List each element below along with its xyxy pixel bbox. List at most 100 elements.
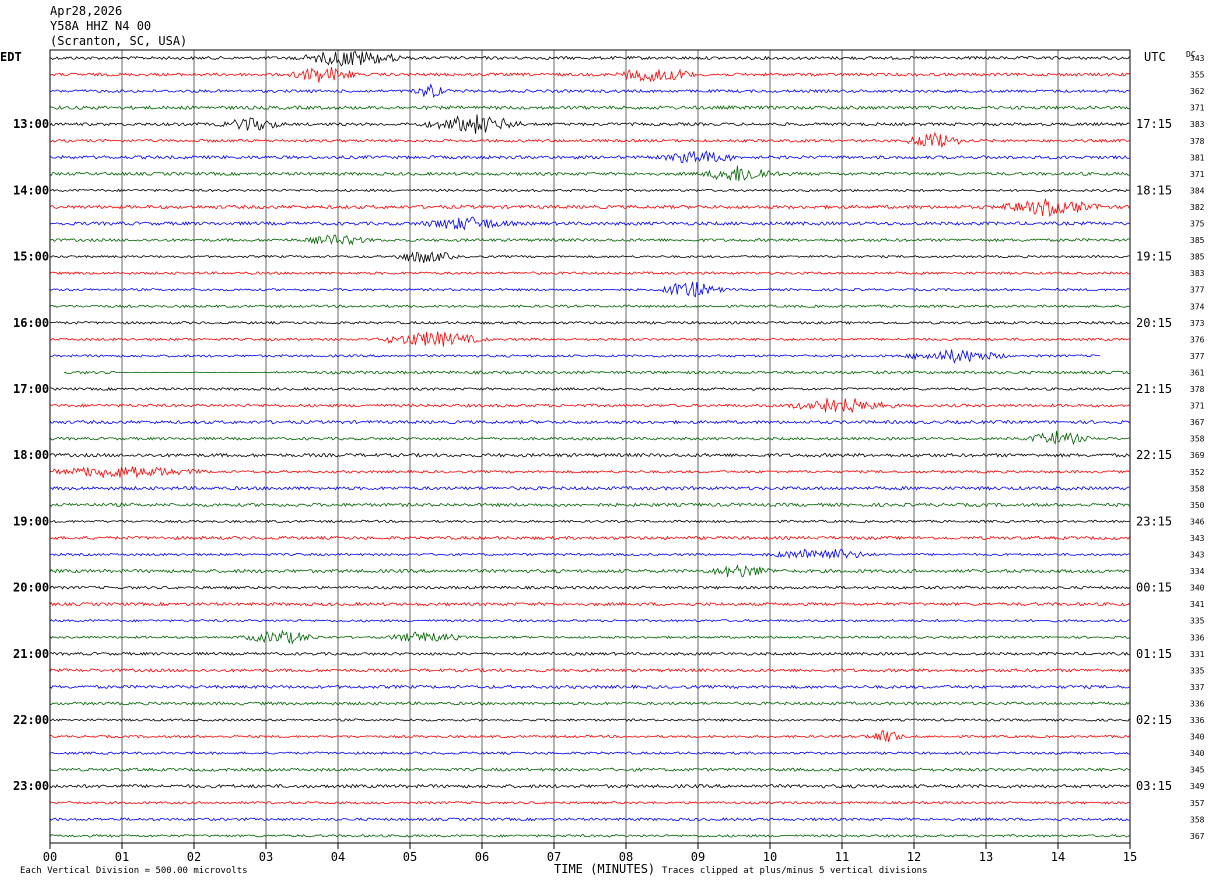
x-tick-label: 05 [403, 850, 417, 864]
seismic-trace [49, 800, 1130, 805]
seismic-trace [63, 370, 1130, 375]
dc-offset-label: 343 [1190, 534, 1205, 543]
dc-offset-label: 336 [1190, 633, 1205, 642]
plot-date: Apr28,2026 [50, 4, 123, 18]
edt-hour-label: 19:00 [13, 514, 49, 528]
seismic-trace [49, 502, 1130, 508]
dc-offset-label: 371 [1190, 402, 1205, 411]
seismic-trace [49, 165, 1130, 182]
dc-offset-label: 340 [1190, 584, 1205, 593]
seismic-trace [49, 767, 1130, 772]
dc-offset-label: 383 [1190, 269, 1205, 278]
utc-hour-label: 18:15 [1136, 183, 1172, 197]
scale-note: Each Vertical Division = 500.00 microvol… [20, 866, 248, 876]
dc-offset-label: 336 [1190, 716, 1205, 725]
seismic-trace [49, 618, 1130, 623]
seismic-trace [49, 629, 1130, 645]
seismic-trace [49, 83, 1130, 98]
seismic-trace [49, 651, 1130, 656]
dc-offset-label: 335 [1190, 666, 1205, 675]
seismic-trace [49, 519, 1130, 524]
dc-offset-label: 355 [1190, 71, 1205, 80]
edt-hour-label: 20:00 [13, 581, 49, 595]
seismic-trace [49, 684, 1130, 690]
dc-offset-label: 357 [1190, 799, 1205, 808]
seismic-trace [49, 114, 1130, 134]
seismic-trace [49, 216, 1130, 231]
edt-hour-label: 16:00 [13, 316, 49, 330]
x-tick-label: 08 [619, 850, 633, 864]
seismic-trace [49, 271, 1130, 276]
dc-offset-label: 377 [1190, 352, 1205, 361]
dc-offset-label: 383 [1190, 120, 1205, 129]
seismic-trace [49, 419, 1130, 425]
x-tick-label: 12 [907, 850, 921, 864]
edt-hour-label: 17:00 [13, 382, 49, 396]
seismic-trace [49, 67, 1130, 83]
utc-hour-label: 02:15 [1136, 713, 1172, 727]
dc-offset-label: 343 [1190, 54, 1205, 63]
dc-offset-label: 331 [1190, 650, 1205, 659]
dc-offset-label: 381 [1190, 153, 1205, 162]
dc-offset-label: 375 [1190, 220, 1205, 229]
seismic-trace [49, 281, 1130, 298]
x-tick-label: 00 [43, 850, 57, 864]
seismic-trace [49, 564, 1130, 578]
seismic-trace [49, 535, 1130, 541]
seismic-trace [49, 833, 1130, 838]
seismic-trace [49, 398, 1130, 413]
utc-hour-label: 00:15 [1136, 581, 1172, 595]
utc-hour-label: 21:15 [1136, 382, 1172, 396]
x-axis-label: TIME (MINUTES) [554, 862, 655, 876]
dc-offset-label: 373 [1190, 319, 1205, 328]
left-axis-label: EDT [0, 50, 22, 64]
x-tick-label: 01 [115, 850, 129, 864]
utc-hour-label: 23:15 [1136, 514, 1172, 528]
edt-hour-label: 14:00 [13, 183, 49, 197]
dc-offset-label: 352 [1190, 468, 1205, 477]
dc-offset-label: 371 [1190, 170, 1205, 179]
dc-offset-label: 377 [1190, 286, 1205, 295]
dc-offset-label: 369 [1190, 451, 1205, 460]
seismic-trace [49, 348, 1101, 364]
seismic-trace [49, 485, 1130, 491]
seismic-traces [49, 50, 1130, 838]
x-tick-label: 13 [979, 850, 993, 864]
edt-hour-label: 18:00 [13, 448, 49, 462]
seismic-trace [49, 320, 1130, 325]
dc-offset-label: 384 [1190, 186, 1205, 195]
utc-hour-label: 01:15 [1136, 647, 1172, 661]
edt-hour-label: 13:00 [13, 117, 49, 131]
dc-offset-label: 343 [1190, 551, 1205, 560]
dc-offset-label: 378 [1190, 385, 1205, 394]
seismic-trace [49, 751, 1130, 756]
utc-hour-label: 03:15 [1136, 779, 1172, 793]
station-id: Y58A HHZ N4 00 [50, 19, 152, 33]
utc-hour-label: 19:15 [1136, 250, 1172, 264]
dc-offset-label: 345 [1190, 766, 1205, 775]
seismic-trace [49, 718, 1130, 722]
dc-offset-label: 367 [1190, 418, 1205, 427]
dc-offset-label: 340 [1190, 749, 1205, 758]
utc-hour-label: 22:15 [1136, 448, 1172, 462]
dc-offset-label: 350 [1190, 501, 1205, 510]
dc-offset-label: 358 [1190, 815, 1205, 824]
edt-hour-label: 23:00 [13, 779, 49, 793]
plot-axes: 00 01 02 03 04 05 06 07 08 09 10 11 12 13 14 15 13:00 17:… [13, 54, 1205, 864]
dc-offset-label: 340 [1190, 733, 1205, 742]
x-tick-label: 11 [835, 850, 849, 864]
seismic-trace [50, 234, 1130, 246]
dc-offset-label: 385 [1190, 236, 1205, 245]
dc-offset-label: 361 [1190, 368, 1205, 377]
seismic-trace [49, 701, 1130, 706]
edt-hour-label: 15:00 [13, 250, 49, 264]
seismic-trace [49, 729, 1130, 743]
dc-offset-label: 335 [1190, 617, 1205, 626]
seismic-trace [49, 131, 1130, 148]
dc-offset-label: 336 [1190, 699, 1205, 708]
dc-offset-label: 376 [1190, 335, 1205, 344]
seismic-trace [49, 251, 1130, 264]
dc-offset-label: 346 [1190, 517, 1205, 526]
dc-offset-label: 334 [1190, 567, 1205, 576]
